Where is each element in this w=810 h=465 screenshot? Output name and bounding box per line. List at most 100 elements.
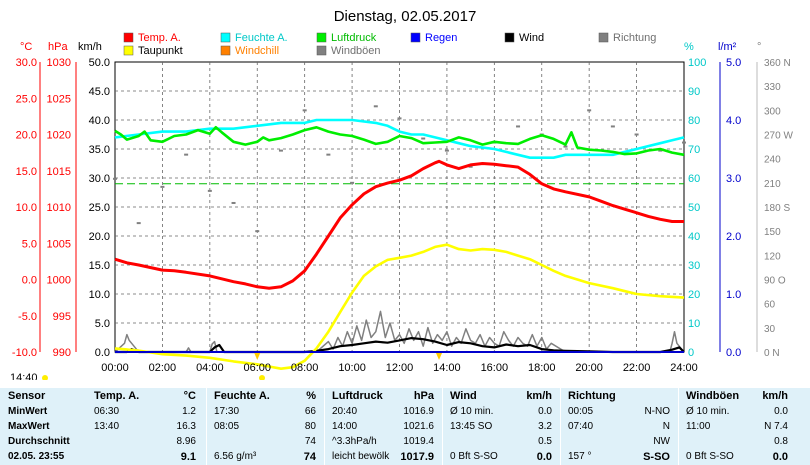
cell-value: 80: [304, 421, 316, 432]
legend-swatch: [504, 32, 515, 43]
tick-rain: 4.0: [726, 115, 741, 127]
left-time-label: 14:40: [10, 372, 38, 380]
tick-temp: -5.0: [18, 311, 37, 323]
cell-time: Ø 10 min.: [450, 406, 494, 417]
row-label: MaxWert: [8, 421, 50, 432]
tick-direction: 30: [764, 324, 776, 335]
cell-time: 06:30: [94, 406, 120, 417]
direction-dot: [634, 133, 639, 136]
cell-time: ^3.3hPa/h: [332, 436, 377, 447]
direction-dot: [444, 149, 449, 152]
column-header: Feuchte A.: [214, 390, 270, 402]
row-label: Sensor: [8, 390, 46, 402]
tick-x: 00:00: [101, 362, 129, 374]
column-header: Wind: [450, 390, 477, 402]
cell-time: 0 Bft S-SO: [450, 451, 498, 462]
tick-temp: 30.0: [16, 57, 37, 69]
cell-time: 20:40: [332, 406, 358, 417]
row-label: MinWert: [8, 406, 48, 417]
column-header: Luftdruck: [332, 390, 383, 402]
tick-x: 10:00: [338, 362, 366, 374]
cell-value: 16.3: [176, 421, 196, 432]
cell-value: NW: [653, 436, 670, 447]
direction-dot: [587, 109, 592, 112]
cell-value: 1016.9: [403, 406, 434, 417]
direction-dot: [563, 145, 568, 148]
cell-value: N: [662, 421, 670, 432]
cell-value: 0.0: [772, 451, 788, 463]
tick-pressure: 1015: [47, 166, 71, 178]
tick-humidity: 80: [688, 115, 700, 127]
direction-dot: [184, 153, 189, 156]
tick-temp: 5.0: [22, 238, 37, 250]
tick-pressure: 1020: [47, 130, 71, 142]
cell-value: 0.0: [538, 406, 552, 417]
direction-dot: [468, 165, 473, 168]
direction-dot: [113, 177, 117, 180]
column-header: Temp. A.: [94, 390, 140, 402]
tick-temp: 20.0: [16, 130, 37, 142]
legend-swatch: [410, 32, 421, 43]
tick-direction: 300: [764, 106, 781, 117]
tick-pressure: 995: [53, 311, 71, 323]
unit-pressure: hPa: [48, 41, 68, 53]
unit-humidity: %: [684, 41, 694, 53]
tick-direction: 60: [764, 300, 776, 311]
tick-pressure: 1030: [47, 57, 71, 69]
legend-label: Luftdruck: [331, 32, 377, 44]
tick-rain: 2.0: [726, 231, 741, 243]
chart-legend: Temp. A. Feuchte A. Luftdruck Regen Wind Rich…: [123, 32, 656, 57]
legend-label: Windchill: [235, 45, 279, 57]
direction-dot: [231, 201, 236, 204]
legend-swatch: [123, 45, 134, 56]
cell-value: 3.2: [538, 421, 552, 432]
tick-direction: 120: [764, 251, 781, 262]
legend-swatch: [220, 32, 231, 43]
tick-temp: 0.0: [22, 275, 37, 287]
series-layer: [113, 105, 686, 371]
tick-direction: 360 N: [764, 58, 791, 69]
cell-value: 66: [304, 406, 316, 417]
direction-dot: [207, 189, 212, 192]
series-luftdruck: [114, 126, 685, 157]
cell-time: Ø 10 min.: [686, 406, 730, 417]
tick-humidity: 30: [688, 260, 700, 272]
tick-rain: 0.0: [726, 347, 741, 359]
cell-time: 13:45 SO: [450, 421, 493, 432]
tick-x: 06:00: [243, 362, 271, 374]
tick-temp: 15.0: [16, 166, 37, 178]
direction-dot: [255, 230, 260, 233]
time-markers: [42, 353, 443, 380]
tick-wind: 0.0: [95, 347, 110, 359]
legend-swatch: [598, 32, 609, 43]
cell-value: 0.0: [774, 406, 788, 417]
series-feuchte-a: [114, 118, 685, 159]
chart-title: Dienstag, 02.05.2017: [334, 8, 477, 25]
cell-value: N-NO: [644, 406, 670, 417]
series-temp-a: [114, 159, 684, 290]
marker-dot: [42, 375, 48, 380]
tick-pressure: 990: [53, 347, 71, 359]
tick-wind: 20.0: [89, 231, 110, 243]
tick-x: 12:00: [386, 362, 414, 374]
tick-x: 16:00: [481, 362, 509, 374]
direction-dot: [326, 153, 331, 156]
weather-chart: Dienstag, 02.05.2017 Temp. A. Feuchte A. L…: [10, 8, 793, 380]
cell-value: 1019.4: [403, 436, 434, 447]
cell-time: 07:40: [568, 421, 594, 432]
direction-dot: [136, 222, 141, 225]
tick-x: 14:00: [433, 362, 461, 374]
time-marker: [254, 353, 261, 360]
cell-value: S-SO: [643, 451, 670, 463]
tick-rain: 3.0: [726, 173, 741, 185]
column-unit: km/h: [762, 390, 788, 402]
cell-time: 157 °: [568, 451, 592, 462]
tick-wind: 35.0: [89, 144, 110, 156]
column-unit: %: [306, 390, 316, 402]
tick-direction: 180 S: [764, 203, 790, 214]
column-header: Windböen: [686, 390, 740, 402]
column-divider: [560, 388, 561, 465]
direction-dot: [516, 125, 521, 128]
direction-dot: [350, 181, 355, 184]
cell-time: 6.56 g/m³: [214, 451, 257, 462]
